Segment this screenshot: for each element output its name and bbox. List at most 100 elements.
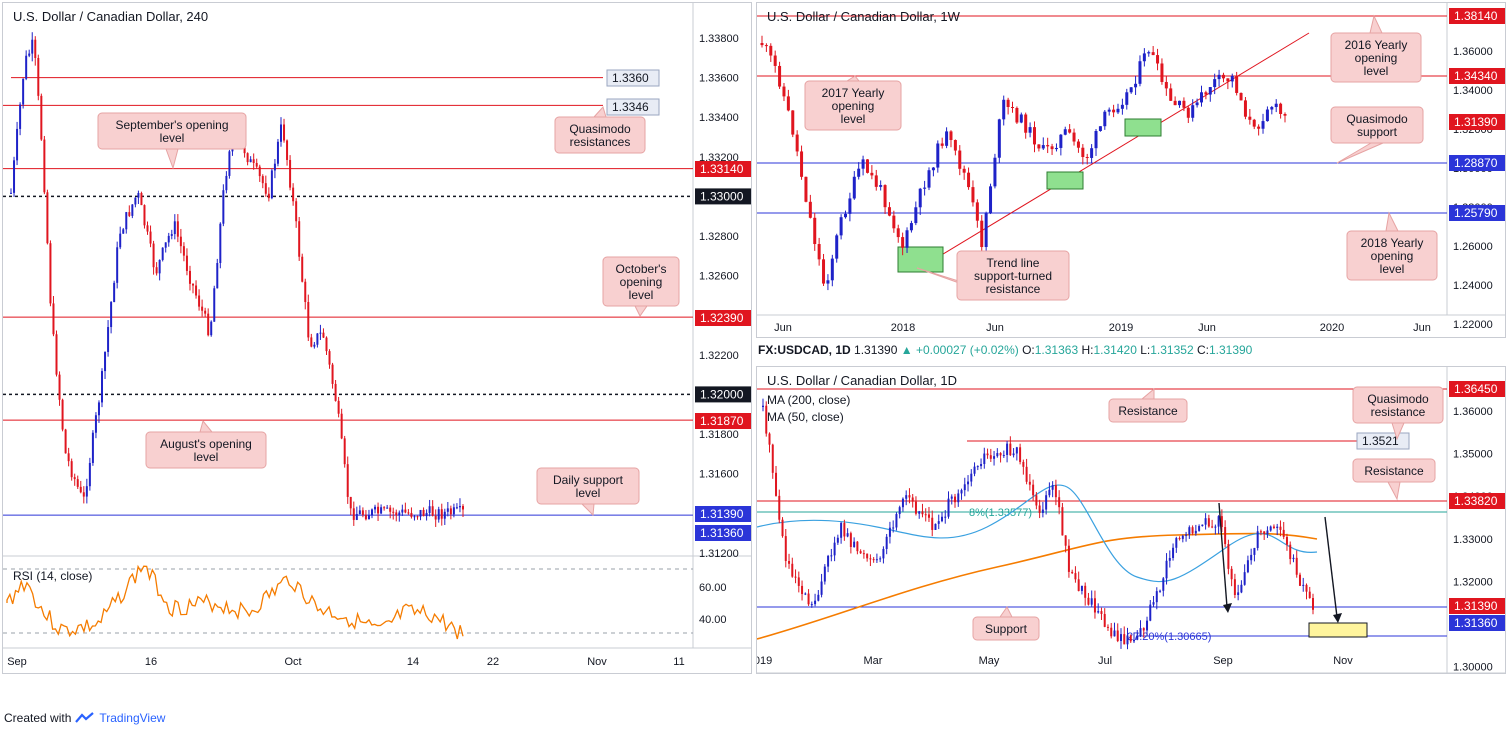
- h4-price-label: 1.33000: [700, 189, 744, 203]
- h4-candle: [443, 511, 446, 519]
- weekly-chart-panel[interactable]: 1.360001.340001.320001.300001.280001.260…: [756, 2, 1506, 338]
- w-candle: [1186, 107, 1190, 118]
- h4-candle: [176, 221, 179, 237]
- d-candle: [1269, 526, 1272, 531]
- h4-price-label: 1.3346: [612, 100, 649, 114]
- d-candle: [1077, 579, 1080, 591]
- w-candle: [1239, 92, 1243, 101]
- w-candle: [1178, 100, 1182, 106]
- d-candle: [1002, 454, 1005, 456]
- d-candle: [1256, 531, 1259, 548]
- h4-chart-title: U.S. Dollar / Canadian Dollar, 240: [13, 9, 209, 24]
- w-candle: [993, 157, 997, 187]
- d-candle: [934, 523, 937, 530]
- h4-candle: [304, 281, 307, 303]
- d-candle: [1061, 507, 1064, 536]
- d-candle: [1064, 535, 1067, 546]
- d-candle: [960, 490, 963, 494]
- h4-chart[interactable]: 1.33800 1.33600 1.33400 1.33200 1.33000 1.328…: [3, 3, 751, 673]
- d-candle: [885, 536, 888, 549]
- h4-candle: [216, 263, 219, 289]
- h4-candle: [352, 508, 355, 520]
- w-x-tick: 2018: [891, 322, 915, 334]
- d-candle: [1022, 461, 1025, 467]
- tradingview-brand[interactable]: TradingView: [99, 711, 166, 725]
- w-price-label-bg: [1449, 68, 1505, 84]
- daily-chart-panel[interactable]: 1.360001.350001.340001.330001.320001.310…: [756, 366, 1506, 674]
- d-candle: [862, 553, 865, 555]
- h4-candle: [128, 212, 131, 216]
- h4-price-label: 1.32390: [700, 311, 744, 325]
- h4-candle: [52, 303, 55, 335]
- d-candle: [1289, 544, 1292, 560]
- tradingview-logo-icon: [75, 712, 95, 723]
- low-value: 1.31352: [1150, 343, 1194, 357]
- d-support-callout: Support: [985, 622, 1028, 636]
- h4-candle: [361, 510, 364, 515]
- d-candle: [918, 511, 921, 514]
- w-candle: [778, 65, 782, 87]
- h4-candle: [334, 383, 337, 401]
- d-candle: [791, 563, 794, 577]
- w-candle: [1054, 147, 1058, 150]
- h4-x-tick: 14: [407, 656, 419, 668]
- h4-y-tick: 1.33400: [699, 112, 739, 124]
- h4-candle: [422, 509, 425, 517]
- d-quasimodo-callout-box: [1352, 386, 1444, 424]
- trendline-callout: support-turned: [974, 269, 1052, 283]
- w-candle: [1252, 119, 1256, 127]
- w-candle: [804, 176, 808, 202]
- daily-chart[interactable]: 1.360001.350001.340001.330001.320001.310…: [757, 367, 1505, 673]
- h4-candle: [313, 344, 316, 347]
- rsi-line: [6, 564, 464, 640]
- d-candle: [1149, 604, 1152, 621]
- quasimodo-support-callout: Quasimodo: [1346, 112, 1408, 126]
- h4-candle: [173, 221, 176, 235]
- h4-candle: [149, 231, 152, 244]
- d-candle: [901, 498, 904, 508]
- yearly-2018-callout-box: [1346, 230, 1438, 281]
- h4-candle: [19, 104, 22, 129]
- d-candle: [1006, 443, 1009, 455]
- h4-candle: [113, 282, 116, 303]
- w-candle: [1085, 157, 1089, 159]
- w-candle: [989, 186, 993, 214]
- september-opening-callout-box: [97, 112, 247, 150]
- w-candle: [1265, 109, 1269, 122]
- w-candle: [918, 188, 922, 208]
- d-candle: [1116, 630, 1119, 641]
- d-fib-label-2: 27.20%(1.30665): [1127, 631, 1211, 643]
- d-candle: [1165, 560, 1168, 579]
- d-quasimodo-callout: resistance: [1371, 405, 1426, 419]
- d-y-tick: 1.32000: [1453, 576, 1493, 588]
- weekly-chart[interactable]: 1.360001.340001.320001.300001.280001.260…: [757, 3, 1505, 337]
- d-candle: [1009, 443, 1012, 456]
- h4-candle: [116, 247, 119, 283]
- d-resistance-callout-1-box: [1108, 398, 1188, 423]
- d-candle: [940, 516, 943, 522]
- h4-candle: [316, 333, 319, 345]
- d-candle: [1263, 531, 1266, 535]
- d-candle: [1237, 592, 1240, 595]
- h4-candle: [267, 193, 270, 199]
- w-candle: [927, 170, 931, 188]
- d-support-callout-box: [972, 616, 1040, 641]
- d-candle: [820, 581, 823, 595]
- w-candle: [1257, 126, 1261, 129]
- h4-candle: [85, 486, 88, 497]
- d-candle: [1230, 568, 1233, 580]
- h4-candle: [346, 464, 349, 497]
- d-candle: [1097, 611, 1100, 613]
- w-candle: [1191, 105, 1195, 118]
- w-candle: [1235, 75, 1239, 93]
- w-candle: [874, 175, 878, 187]
- d-candle: [976, 466, 979, 468]
- h4-candle: [462, 506, 464, 510]
- d-candle: [1272, 526, 1275, 528]
- h4-price-label: 1.31870: [700, 414, 744, 428]
- w-candle: [901, 237, 905, 248]
- h4-chart-panel[interactable]: 1.33800 1.33600 1.33400 1.33200 1.33000 1.328…: [2, 2, 752, 674]
- w-candle: [852, 176, 856, 199]
- w-candle: [1195, 102, 1199, 106]
- d-candle: [1214, 526, 1217, 528]
